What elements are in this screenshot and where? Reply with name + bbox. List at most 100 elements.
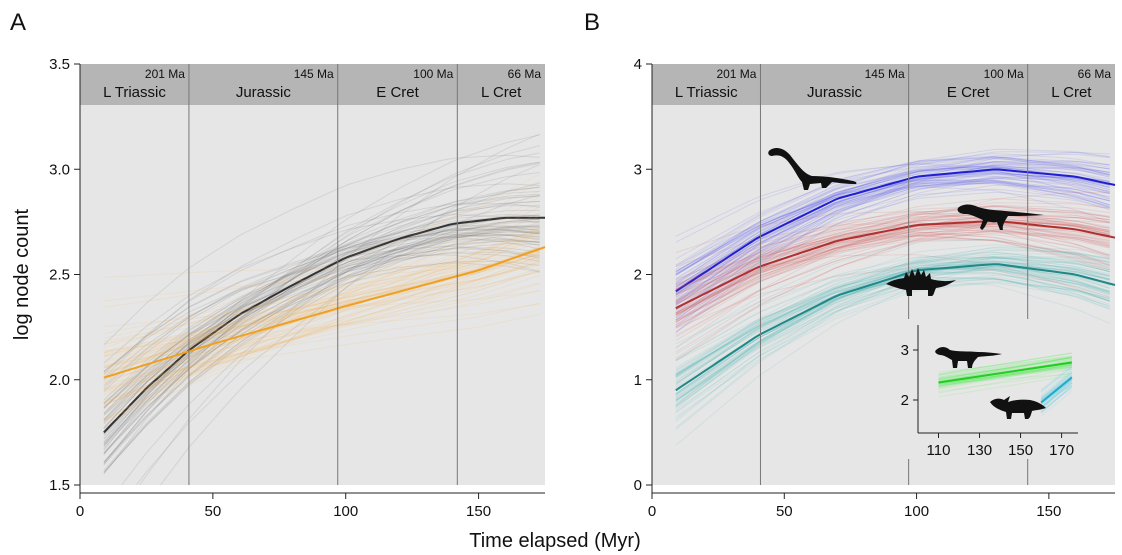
ensemble-line	[675, 223, 1110, 314]
inset-x-tick-label: 170	[1049, 442, 1074, 459]
y-tick-label: 3.5	[49, 56, 70, 73]
ensemble-line	[103, 173, 540, 381]
ensemble-line	[675, 179, 1110, 296]
x-tick-label: 0	[648, 503, 656, 520]
ensemble-line	[1040, 366, 1073, 391]
ensemble-line	[103, 225, 540, 474]
ensemble-line	[675, 231, 1110, 338]
ensemble-line	[675, 180, 1110, 272]
ensemble-line	[103, 181, 540, 414]
ensemble-line	[938, 358, 1072, 383]
ensemble-line	[103, 246, 540, 371]
x-tick-label: 100	[904, 503, 929, 520]
ensemble-line	[675, 157, 1110, 266]
ensemble-line	[103, 250, 540, 357]
ensemble-line	[675, 225, 1110, 288]
ensemble-line	[675, 181, 1110, 275]
ensemble-line	[103, 231, 540, 443]
ensemble-line	[675, 173, 1110, 310]
ensemble-line	[675, 232, 1110, 290]
ensemble-line	[1040, 386, 1073, 414]
ensemble-line	[675, 177, 1110, 321]
ensemble-line	[675, 162, 1110, 291]
ensemble-line	[675, 244, 1110, 376]
ensemble-line	[103, 232, 540, 348]
ensemble-line	[675, 205, 1110, 305]
inset-y-tick-label: 2	[901, 392, 909, 409]
inset-y-tick-label: 3	[901, 342, 909, 359]
ensemble-line	[103, 193, 540, 434]
ensemble-line	[1040, 366, 1073, 393]
ensemble-line	[103, 213, 540, 415]
ensemble-line	[675, 172, 1110, 303]
ensemble-line	[938, 364, 1072, 387]
ensemble-line	[675, 282, 1110, 402]
ensemble-line	[675, 267, 1110, 372]
ensemble-line	[675, 266, 1110, 378]
ensemble-line	[675, 260, 1110, 402]
series-0-mean-line	[103, 216, 545, 434]
ensemble-line	[675, 251, 1110, 378]
ensemble-line	[675, 220, 1110, 328]
ensemble-line	[1040, 372, 1073, 403]
ensemble-line	[675, 264, 1110, 382]
ensemble-line	[675, 167, 1110, 321]
ensemble-line	[1040, 385, 1073, 413]
ensemble-line	[103, 247, 540, 391]
ensemble-line	[675, 246, 1110, 406]
ensemble-line	[675, 191, 1110, 349]
ensemble-line	[103, 257, 540, 302]
period-header-band	[652, 64, 1115, 105]
ensemble-line	[675, 173, 1110, 288]
ensemble-line	[938, 356, 1072, 380]
ensemble-line	[103, 231, 540, 434]
ensemble-line	[103, 214, 540, 466]
ensemble-line	[675, 211, 1110, 282]
period-age-3: 66 Ma	[508, 67, 542, 81]
ensemble-line	[103, 221, 540, 376]
ensemble-line	[938, 359, 1072, 379]
sauropod-silhouette-icon	[768, 147, 857, 190]
ensemble-line	[1040, 382, 1073, 408]
ensemble-line	[1040, 370, 1073, 399]
ensemble-line	[675, 177, 1110, 297]
ensemble-line	[675, 191, 1110, 311]
period-label-3: L Cret	[481, 84, 522, 101]
inset-series-1-ensemble	[1040, 363, 1073, 417]
inset-x-tick-label: 150	[1008, 442, 1033, 459]
ensemble-line	[675, 223, 1110, 296]
ensemble-line	[103, 228, 540, 392]
ensemble-line	[103, 228, 540, 463]
ensemble-line	[1040, 382, 1073, 408]
ensemble-line	[103, 259, 540, 278]
ensemble-line	[1040, 379, 1073, 407]
ensemble-line	[675, 171, 1110, 295]
x-tick-label: 50	[205, 503, 222, 520]
ensemble-line	[103, 227, 540, 385]
ensemble-line	[103, 154, 540, 346]
ensemble-line	[675, 162, 1110, 243]
ensemble-line	[675, 266, 1110, 379]
ensemble-line	[1040, 381, 1073, 408]
ensemble-line	[675, 261, 1110, 446]
ensemble-line	[103, 250, 540, 356]
period-label-1: Jurassic	[807, 84, 863, 101]
ensemble-line	[675, 167, 1110, 302]
ensemble-line	[1040, 375, 1073, 400]
ensemble-line	[675, 173, 1110, 307]
ensemble-line	[103, 248, 540, 335]
ensemble-line	[675, 163, 1110, 237]
ensemble-line	[938, 367, 1072, 384]
ensemble-line	[103, 251, 540, 396]
ensemble-line	[938, 356, 1072, 373]
ensemble-line	[675, 170, 1110, 296]
ensemble-line	[103, 226, 540, 409]
ensemble-line	[938, 364, 1072, 386]
ensemble-line	[675, 215, 1110, 329]
ensemble-line	[675, 225, 1110, 316]
ensemble-line	[675, 263, 1110, 371]
ensemble-line	[675, 164, 1110, 284]
ensemble-line	[1040, 375, 1073, 402]
ensemble-line	[675, 213, 1110, 300]
